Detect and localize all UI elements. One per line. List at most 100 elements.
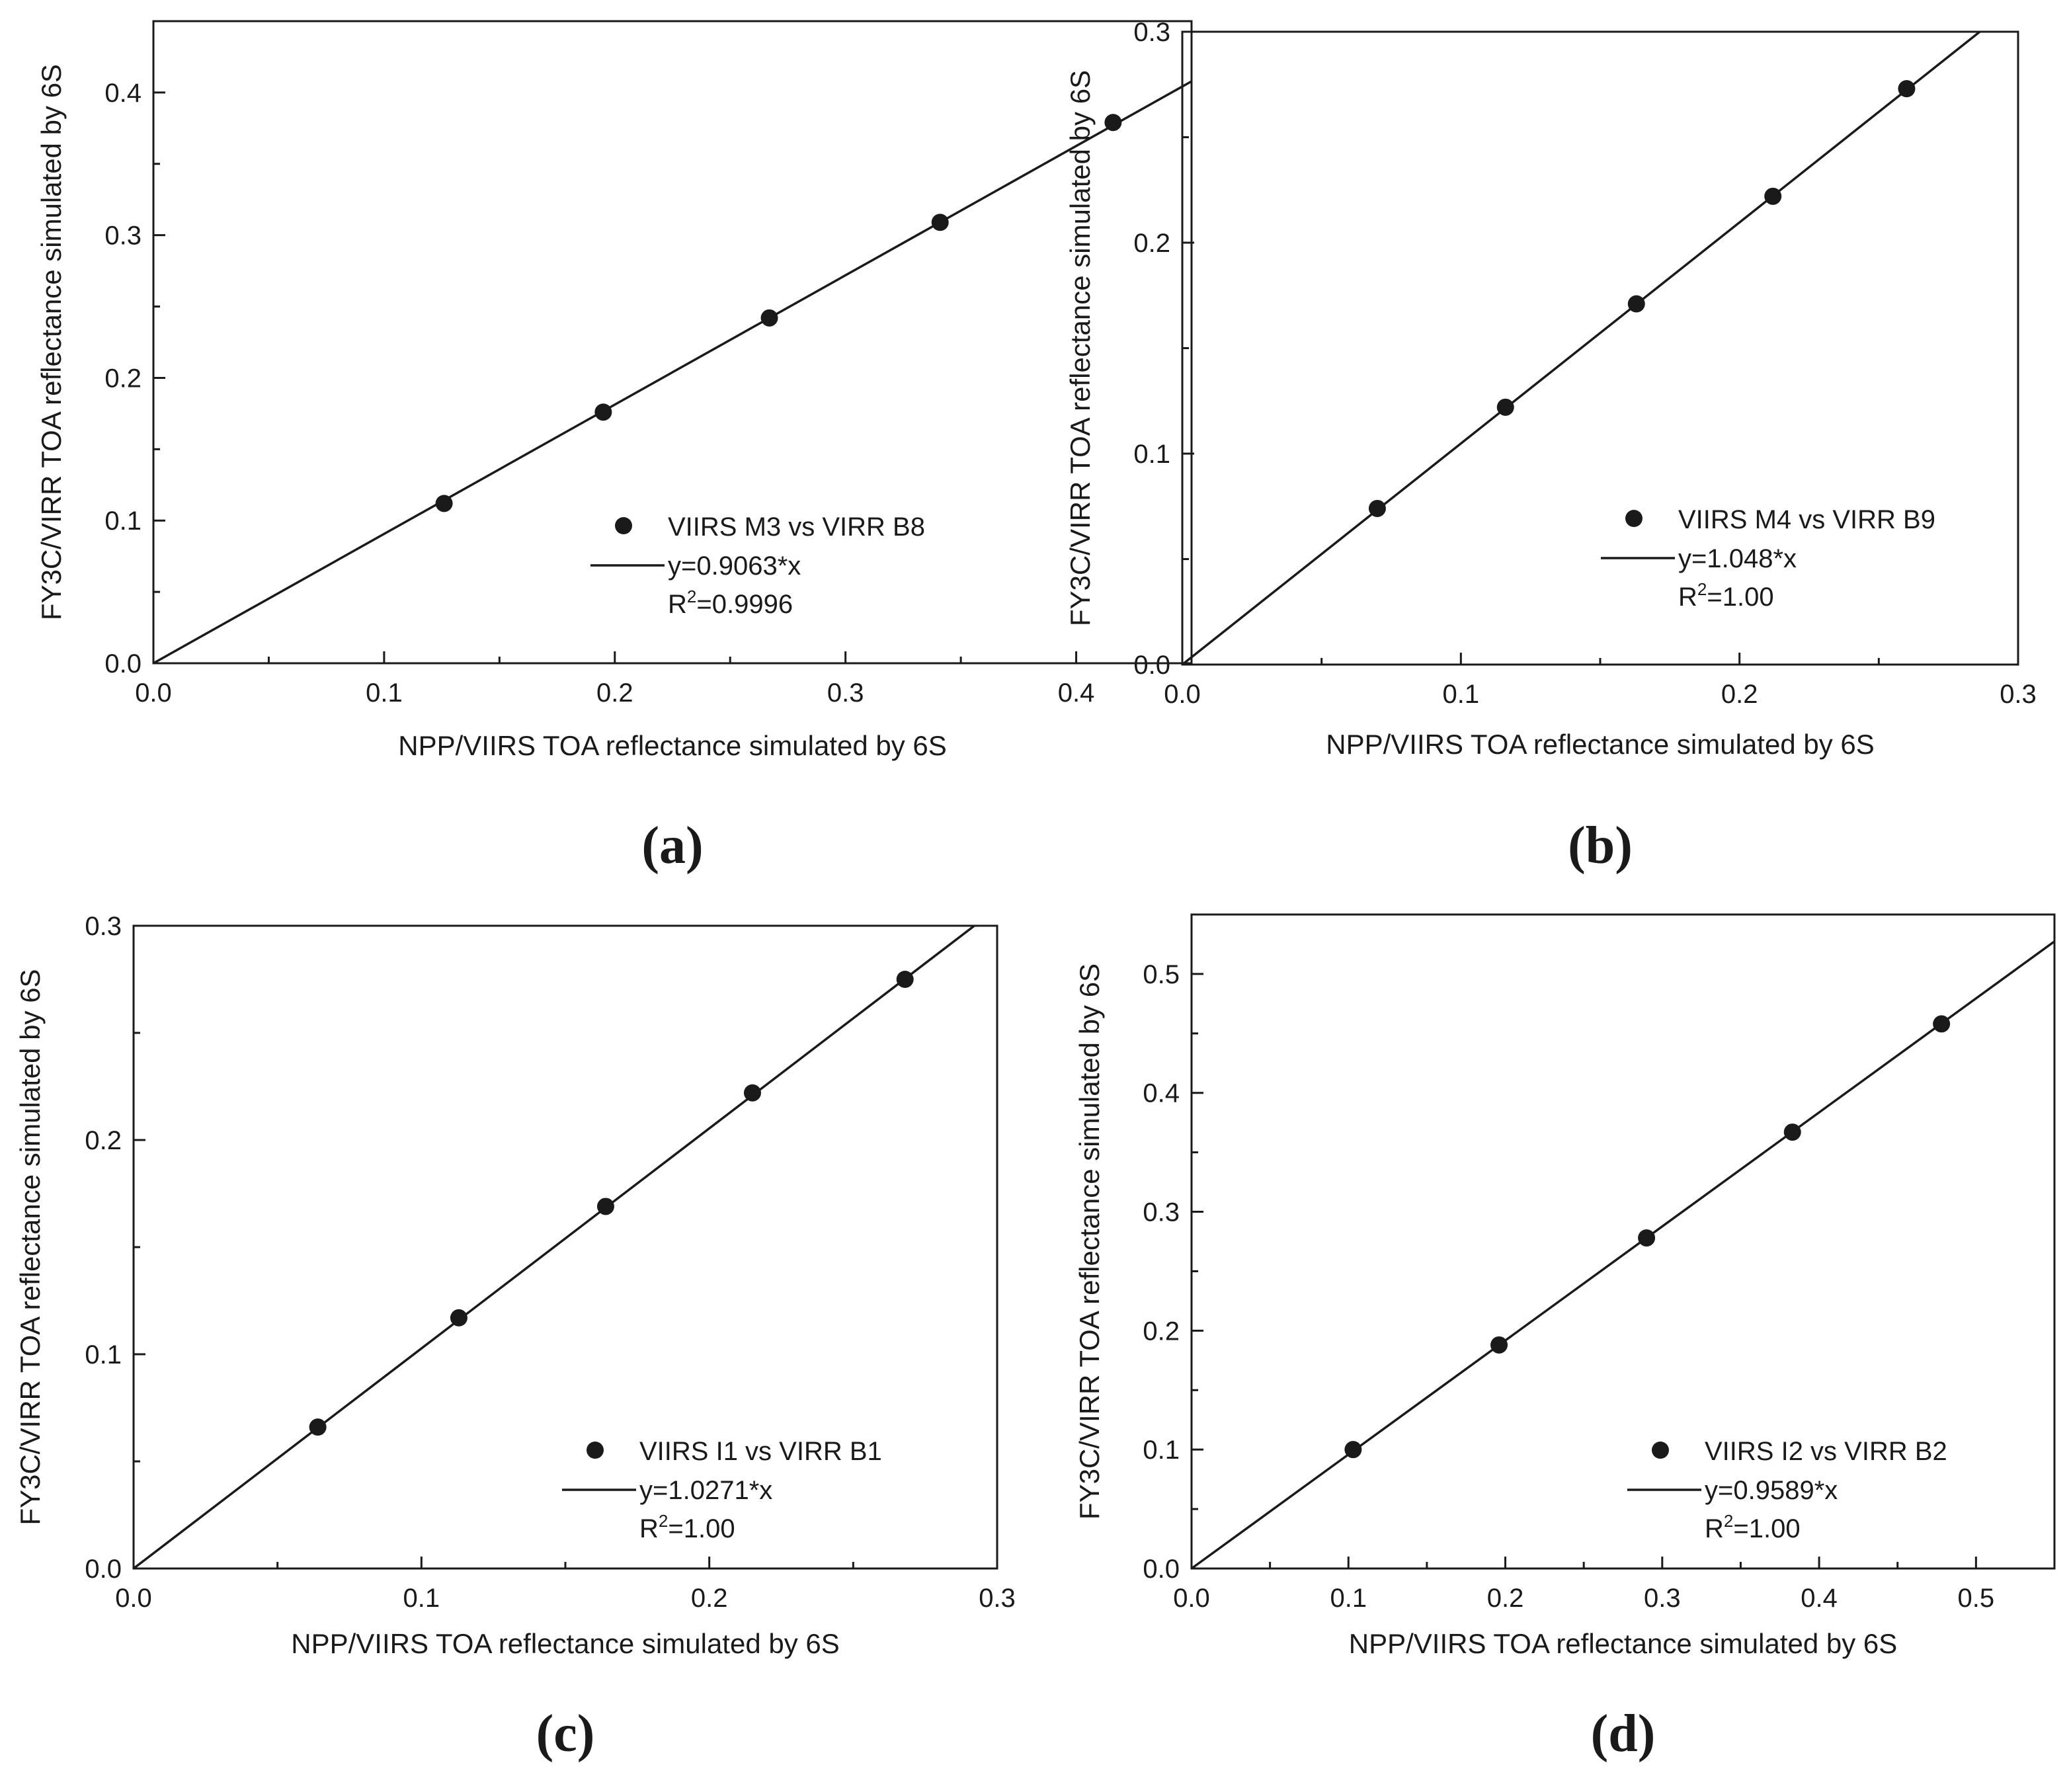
x-tick-label: 0.2 xyxy=(1487,1584,1524,1613)
x-tick-label: 0.5 xyxy=(1958,1584,1995,1613)
x-tick-label: 0.1 xyxy=(1330,1584,1367,1613)
x-tick-label: 0.1 xyxy=(366,678,403,708)
x-tick-label: 0.2 xyxy=(1721,680,1758,709)
r-squared-value: =0.9996 xyxy=(696,590,793,619)
y-tick-label: 0.5 xyxy=(1143,960,1180,989)
legend-points-label: VIIRS I2 vs VIRR B2 xyxy=(1705,1437,1947,1466)
y-tick-label: 0.3 xyxy=(1143,1198,1180,1227)
data-point xyxy=(1764,187,1782,205)
x-axis-label: NPP/VIIRS TOA reflectance simulated by 6… xyxy=(1326,729,1875,760)
chart-panel: 0.0 0.1 0.2 0.3 0.0 0.1 0.2 0.3 NPP/VIIRS TOA re… xyxy=(1065,18,2037,875)
x-tick-label: 0.4 xyxy=(1801,1584,1838,1613)
x-tick-label: 0.1 xyxy=(1443,680,1480,709)
x-tick-label: 0.3 xyxy=(1644,1584,1681,1613)
panel-label: (a) xyxy=(641,817,703,875)
data-point xyxy=(896,971,914,988)
data-point xyxy=(1344,1441,1362,1459)
y-tick-label: 0.1 xyxy=(1143,1436,1180,1465)
y-tick-label: 0.2 xyxy=(1133,229,1170,258)
x-axis-label: NPP/VIIRS TOA reflectance simulated by 6… xyxy=(291,1628,840,1659)
y-axis-label: FY3C/VIRR TOA reflectance simulated by 6… xyxy=(1074,963,1105,1520)
legend-point-marker xyxy=(1652,1442,1669,1459)
y-tick-label: 0.1 xyxy=(85,1340,122,1369)
data-point xyxy=(1496,398,1514,416)
data-point xyxy=(931,214,949,231)
chart-panel: 0.0 0.1 0.2 0.3 0.4 0.0 0.1 0.2 0.3 0.4 NPP/VIIRS … xyxy=(36,20,1193,875)
plot-frame xyxy=(1181,30,2019,666)
legend-points-label: VIIRS M3 vs VIRR B8 xyxy=(668,512,925,542)
data-point xyxy=(596,1198,614,1215)
data-point xyxy=(450,1309,467,1326)
legend-point-marker xyxy=(1625,510,1643,527)
data-point xyxy=(1933,1015,1951,1033)
x-axis-label: NPP/VIIRS TOA reflectance simulated by 6… xyxy=(398,730,947,761)
r-squared-exponent: 2 xyxy=(687,587,696,606)
r-squared: R2=1.00 xyxy=(639,1511,735,1543)
legend-points-label: VIIRS I1 vs VIRR B1 xyxy=(639,1437,882,1466)
x-tick-label: 0.4 xyxy=(1058,678,1095,708)
data-point xyxy=(1490,1336,1508,1354)
r-squared-symbol: R xyxy=(668,590,687,619)
legend-fit-label: y=0.9063*x xyxy=(668,551,801,581)
x-tick-label: 0.2 xyxy=(596,678,633,708)
chart-panel: 0.0 0.1 0.2 0.3 0.0 0.1 0.2 0.3 NPP/VIIRS TOA re… xyxy=(15,912,1016,1763)
r-squared: R2=0.9996 xyxy=(668,587,793,619)
y-tick-label: 0.3 xyxy=(1133,18,1170,47)
r-squared: R2=1.00 xyxy=(1678,579,1774,612)
panel-label: (c) xyxy=(536,1705,595,1763)
plot-frame xyxy=(152,20,1193,665)
y-tick-label: 0.1 xyxy=(1133,440,1170,469)
r-squared-symbol: R xyxy=(1705,1514,1724,1543)
x-tick-label: 0.3 xyxy=(979,1584,1016,1613)
x-tick-label: 0.0 xyxy=(1173,1584,1210,1613)
y-tick-label: 0.0 xyxy=(85,1555,122,1584)
fit-line xyxy=(1190,940,2056,1570)
y-tick-label: 0.4 xyxy=(1143,1079,1180,1108)
r-squared-exponent: 2 xyxy=(1724,1511,1733,1531)
fit-line xyxy=(132,924,975,1570)
legend-fit-label: y=1.0271*x xyxy=(639,1476,772,1505)
data-point xyxy=(1638,1229,1656,1247)
x-tick-label: 0.3 xyxy=(827,678,864,708)
r-squared-symbol: R xyxy=(1678,583,1697,612)
data-point xyxy=(1104,114,1122,132)
y-tick-label: 0.2 xyxy=(85,1126,122,1155)
y-tick-label: 0.3 xyxy=(85,912,122,941)
plot-frame xyxy=(1190,913,2056,1570)
data-point xyxy=(594,403,612,421)
y-tick-label: 0.0 xyxy=(1143,1555,1180,1584)
data-point xyxy=(760,309,778,327)
x-tick-label: 0.2 xyxy=(691,1584,728,1613)
r-squared-value: =1.00 xyxy=(668,1514,735,1543)
data-point xyxy=(1627,295,1645,313)
y-axis-label: FY3C/VIRR TOA reflectance simulated by 6… xyxy=(36,64,67,620)
y-tick-label: 0.2 xyxy=(1143,1317,1180,1346)
r-squared-symbol: R xyxy=(639,1514,659,1543)
y-tick-label: 0.0 xyxy=(104,649,142,678)
x-tick-label: 0.0 xyxy=(115,1584,152,1613)
fit-line xyxy=(1181,30,1981,666)
r-squared-value: =1.00 xyxy=(1707,583,1773,612)
r-squared-exponent: 2 xyxy=(1697,579,1707,599)
data-point xyxy=(435,495,453,512)
y-axis-label: FY3C/VIRR TOA reflectance simulated by 6… xyxy=(1065,70,1096,626)
panel-label: (d) xyxy=(1591,1705,1656,1763)
y-axis-label: FY3C/VIRR TOA reflectance simulated by 6… xyxy=(15,969,46,1525)
y-tick-label: 0.1 xyxy=(104,507,142,536)
data-point xyxy=(1898,80,1916,98)
x-tick-label: 0.3 xyxy=(2000,680,2037,709)
legend-fit-label: y=1.048*x xyxy=(1678,544,1797,573)
y-tick-label: 0.0 xyxy=(1133,651,1170,680)
fit-line xyxy=(153,80,1192,665)
x-tick-label: 0.0 xyxy=(1164,680,1201,709)
r-squared-exponent: 2 xyxy=(659,1511,668,1531)
x-axis-label: NPP/VIIRS TOA reflectance simulated by 6… xyxy=(1349,1628,1898,1659)
plot-frame xyxy=(132,924,998,1570)
panel-label: (b) xyxy=(1568,817,1633,875)
y-tick-label: 0.3 xyxy=(104,222,142,251)
y-tick-label: 0.4 xyxy=(104,79,142,108)
r-squared-value: =1.00 xyxy=(1733,1514,1800,1543)
x-tick-label: 0.1 xyxy=(403,1584,440,1613)
legend-fit-label: y=0.9589*x xyxy=(1705,1476,1838,1505)
